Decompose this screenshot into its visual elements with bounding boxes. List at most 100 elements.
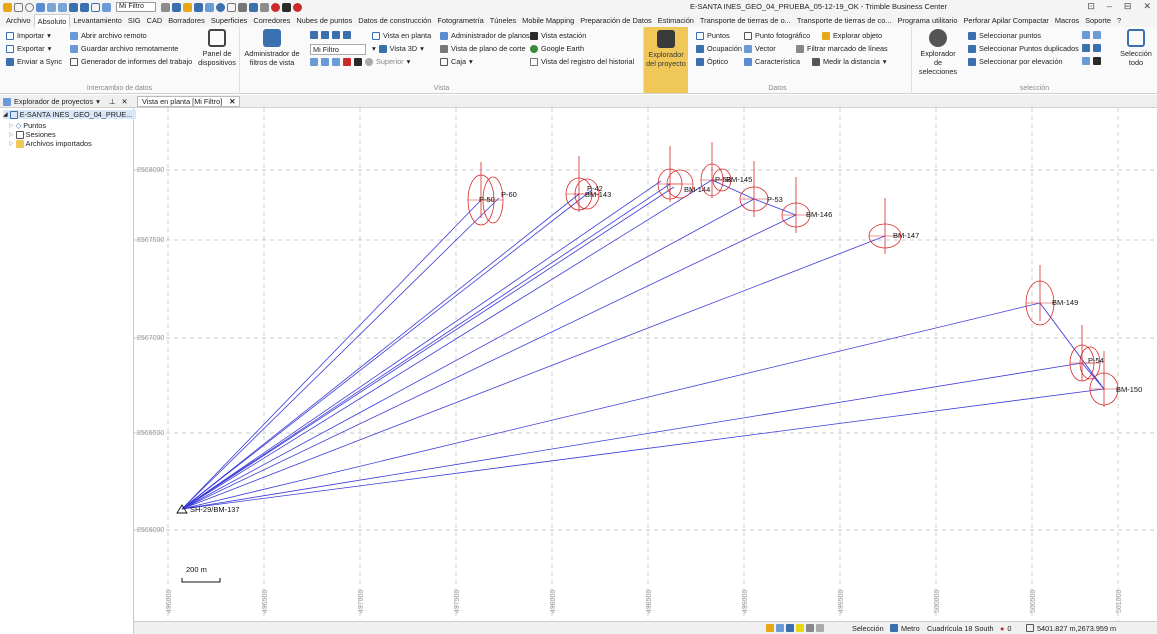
- punto-foto-button[interactable]: Punto fotográfico: [744, 31, 810, 40]
- point-label[interactable]: P-54: [1088, 356, 1104, 365]
- pin-icon[interactable]: ⊥: [109, 97, 116, 106]
- explorar-objeto-button[interactable]: Explorar objeto: [822, 31, 882, 40]
- vista-planta-button[interactable]: Vista en planta: [372, 31, 431, 40]
- vector-icon[interactable]: [194, 2, 203, 12]
- puntos-button[interactable]: Puntos: [696, 31, 730, 40]
- menu-item-9[interactable]: Datos de construcción: [358, 16, 432, 25]
- menu-item-6[interactable]: Superficies: [210, 16, 248, 25]
- box-icon[interactable]: [227, 2, 236, 12]
- optico-button[interactable]: Óptico: [696, 57, 728, 66]
- link-vector[interactable]: [711, 179, 755, 200]
- point-label[interactable]: P-50: [479, 195, 495, 204]
- point-label[interactable]: BM-144: [684, 185, 710, 194]
- menu-item-10[interactable]: Fotogrametría: [437, 16, 484, 25]
- menu-item-3[interactable]: SIG: [127, 16, 141, 25]
- menu-item-1[interactable]: Absoluto: [33, 14, 71, 27]
- new-icon[interactable]: [14, 2, 23, 12]
- sel-tools-1[interactable]: [1082, 31, 1101, 39]
- vista-estacion-button[interactable]: Vista estación: [530, 31, 586, 40]
- sel-tools-2[interactable]: [1082, 44, 1101, 52]
- explorador-proyecto-button[interactable]: Explorador del proyecto: [644, 27, 688, 93]
- base-station-label[interactable]: SH-29/BM-137: [190, 505, 240, 514]
- vector-button[interactable]: Vector: [744, 44, 776, 53]
- menu-item-14[interactable]: Estimación: [657, 16, 694, 25]
- medir-distancia-button[interactable]: Medir la distancia ▾: [812, 57, 886, 66]
- close-button[interactable]: ✕: [1143, 1, 1151, 11]
- generador-informes-button[interactable]: Generador de informes del trabajo: [70, 57, 192, 66]
- stop-icon[interactable]: [282, 2, 291, 12]
- target-icon[interactable]: [216, 2, 225, 12]
- undo-icon[interactable]: [47, 2, 56, 12]
- point-label[interactable]: P-42: [587, 184, 603, 193]
- importar-button[interactable]: Importar ▾: [6, 31, 51, 40]
- menu-item-4[interactable]: CAD: [146, 16, 163, 25]
- baseline-vector[interactable]: [181, 183, 671, 510]
- menu-item-19[interactable]: Macros: [1054, 16, 1080, 25]
- tree-item-puntos[interactable]: ▷ ◇ Puntos: [9, 121, 46, 130]
- seleccion-todo-button[interactable]: Selección todo: [1118, 29, 1154, 67]
- expand-icon[interactable]: ▷: [9, 141, 14, 147]
- vista-registro-button[interactable]: Vista del registro del historial: [530, 57, 634, 66]
- google-earth-button[interactable]: Google Earth: [530, 44, 584, 53]
- expand-icon[interactable]: ▷: [9, 132, 14, 138]
- vista-3d-button[interactable]: ▾ Vista 3D ▾: [372, 44, 424, 53]
- plan-view-canvas[interactable]: 8568000 8567500 8567000 8566500 8566000 49600…: [134, 108, 1157, 621]
- baseline-vector[interactable]: [181, 189, 593, 510]
- grid-snap-icon[interactable]: [776, 624, 784, 632]
- collapse-icon[interactable]: ◢: [3, 112, 8, 118]
- abrir-remoto-button[interactable]: Abrir archivo remoto: [70, 31, 147, 40]
- baseline-vector[interactable]: [181, 197, 500, 510]
- admin-planos-button[interactable]: Administrador de planos: [440, 31, 530, 40]
- point-label[interactable]: P-52: [715, 175, 731, 184]
- status-icons[interactable]: [766, 624, 824, 632]
- menu-item-18[interactable]: Perforar Apilar Compactar: [963, 16, 1049, 25]
- baseline-vector[interactable]: [181, 302, 1041, 510]
- menu-item-0[interactable]: Archivo: [6, 16, 31, 25]
- menu-item-11[interactable]: Túneles: [489, 16, 517, 25]
- caja-button[interactable]: Caja ▾: [440, 57, 473, 66]
- project-explorer-tab[interactable]: Explorador de proyectos ▾: [3, 97, 100, 106]
- menu-item-20[interactable]: Soporte: [1085, 16, 1112, 25]
- baseline-vector[interactable]: [181, 180, 662, 510]
- grid-icon[interactable]: [238, 2, 247, 12]
- point-label[interactable]: P-60: [501, 190, 517, 199]
- track-icon[interactable]: [816, 624, 824, 632]
- vista-corte-button[interactable]: Vista de plano de corte: [440, 44, 526, 53]
- point-label[interactable]: BM-150: [1116, 385, 1142, 394]
- status-unit[interactable]: Metro: [890, 624, 920, 633]
- dropdown-icon[interactable]: [161, 2, 170, 12]
- open-icon[interactable]: [25, 2, 34, 12]
- baseline-vector[interactable]: [181, 199, 482, 510]
- baseline-vector[interactable]: [181, 235, 886, 510]
- sel-puntos-button[interactable]: Seleccionar puntos: [968, 31, 1041, 40]
- layer-icon[interactable]: [102, 2, 111, 12]
- expand-icon[interactable]: ▷: [9, 123, 14, 129]
- tree-item-sesiones[interactable]: ▷ Sesiones: [9, 130, 56, 139]
- mi-filtro-select[interactable]: Mi Filtro: [310, 44, 366, 55]
- panel-close-icon[interactable]: ✕: [121, 97, 128, 106]
- enviar-sync-button[interactable]: Enviar a Sync: [6, 57, 62, 66]
- filter-select[interactable]: Mi Filtro: [116, 2, 156, 12]
- panel-dispositivos-button[interactable]: Panel de dispositivos: [196, 29, 238, 67]
- tree-project-node[interactable]: ◢ E-SANTA INES_GEO_04_PRUE...: [3, 110, 137, 119]
- menu-item-12[interactable]: Mobile Mapping: [522, 16, 575, 25]
- baseline-vector[interactable]: [181, 198, 755, 510]
- chart-icon[interactable]: [260, 2, 269, 12]
- caracteristica-button[interactable]: Característica: [744, 57, 800, 66]
- menu-item-8[interactable]: Nubes de puntos: [296, 16, 353, 25]
- ortho-icon[interactable]: [786, 624, 794, 632]
- point-icon[interactable]: [183, 2, 192, 12]
- point-label[interactable]: BM-145: [726, 175, 752, 184]
- tree-item-archivos[interactable]: ▷ Archivos importados: [9, 139, 92, 148]
- baseline-vector[interactable]: [181, 186, 675, 510]
- coord-icon[interactable]: [796, 624, 804, 632]
- menu-item-5[interactable]: Borradores: [168, 16, 205, 25]
- point-label[interactable]: P-53: [767, 195, 783, 204]
- baseline-vector[interactable]: [181, 214, 797, 510]
- menu-item-13[interactable]: Preparación de Datos: [580, 16, 652, 25]
- tab-close-icon[interactable]: ✕: [229, 97, 236, 106]
- menu-item-2[interactable]: Levantamiento: [73, 16, 122, 25]
- baseline-vector[interactable]: [181, 362, 1083, 510]
- vista-icon[interactable]: [172, 2, 181, 12]
- select-icon[interactable]: [91, 2, 100, 12]
